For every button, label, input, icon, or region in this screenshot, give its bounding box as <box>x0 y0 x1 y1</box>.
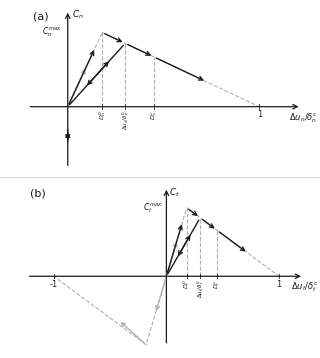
Text: $C_t$: $C_t$ <box>169 186 180 199</box>
Text: $C_t^{max}$: $C_t^{max}$ <box>143 201 163 214</box>
Text: $D_n^0$: $D_n^0$ <box>97 110 108 120</box>
Text: $C_n^{max}$: $C_n^{max}$ <box>42 26 62 39</box>
Text: $C_n$: $C_n$ <box>72 9 84 21</box>
Text: $\Delta u_t/\delta_t^c$: $\Delta u_t/\delta_t^c$ <box>291 280 319 294</box>
Text: $\Delta u_n/\delta_n^c$: $\Delta u_n/\delta_n^c$ <box>289 111 318 125</box>
Text: $D_n^c$: $D_n^c$ <box>149 110 159 120</box>
Text: (b): (b) <box>30 189 46 199</box>
Text: 1: 1 <box>276 280 282 289</box>
Text: $D_t^c$: $D_t^c$ <box>212 280 222 289</box>
Text: -1: -1 <box>50 280 58 289</box>
Text: (a): (a) <box>33 12 49 22</box>
Text: $\Delta u_n/\delta_n^0$: $\Delta u_n/\delta_n^0$ <box>120 110 131 130</box>
Text: $D_t^0$: $D_t^0$ <box>181 280 192 289</box>
Text: $\Delta u_t/\delta_t^0$: $\Delta u_t/\delta_t^0$ <box>195 280 205 298</box>
Text: 1: 1 <box>257 110 262 119</box>
